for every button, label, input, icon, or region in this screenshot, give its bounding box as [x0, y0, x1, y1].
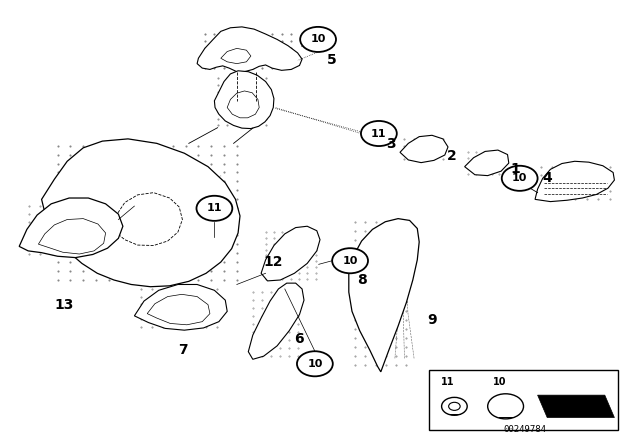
Polygon shape — [214, 71, 274, 129]
Polygon shape — [134, 284, 227, 330]
Circle shape — [297, 351, 333, 376]
Text: 10: 10 — [310, 34, 326, 44]
Text: 2: 2 — [447, 149, 456, 163]
Circle shape — [502, 166, 538, 191]
Circle shape — [361, 121, 397, 146]
Circle shape — [300, 27, 336, 52]
Polygon shape — [400, 135, 448, 163]
Circle shape — [332, 248, 368, 273]
Polygon shape — [465, 150, 509, 176]
Polygon shape — [19, 198, 123, 258]
Circle shape — [442, 397, 467, 415]
Text: 10: 10 — [492, 377, 506, 387]
Text: 10: 10 — [307, 359, 323, 369]
Text: 8: 8 — [357, 273, 367, 287]
Text: 1: 1 — [511, 162, 520, 177]
Text: 12: 12 — [264, 255, 283, 269]
Text: 7: 7 — [178, 343, 188, 358]
Polygon shape — [42, 139, 240, 287]
Text: 10: 10 — [342, 256, 358, 266]
Polygon shape — [349, 219, 419, 372]
Text: 11: 11 — [441, 377, 455, 387]
Text: 3: 3 — [386, 137, 396, 151]
Polygon shape — [261, 226, 320, 281]
Polygon shape — [535, 161, 614, 202]
Polygon shape — [197, 27, 302, 72]
Circle shape — [488, 394, 524, 419]
Polygon shape — [538, 395, 614, 418]
Text: 13: 13 — [54, 297, 74, 312]
Text: 11: 11 — [371, 129, 387, 138]
Bar — [429, 370, 618, 430]
Text: 5: 5 — [326, 53, 336, 68]
Text: 00249784: 00249784 — [503, 425, 547, 434]
Circle shape — [196, 196, 232, 221]
Text: 11: 11 — [207, 203, 222, 213]
Polygon shape — [248, 283, 304, 359]
Text: 9: 9 — [428, 313, 437, 327]
Text: 4: 4 — [543, 171, 552, 185]
Text: 6: 6 — [294, 332, 304, 346]
Text: 10: 10 — [512, 173, 527, 183]
